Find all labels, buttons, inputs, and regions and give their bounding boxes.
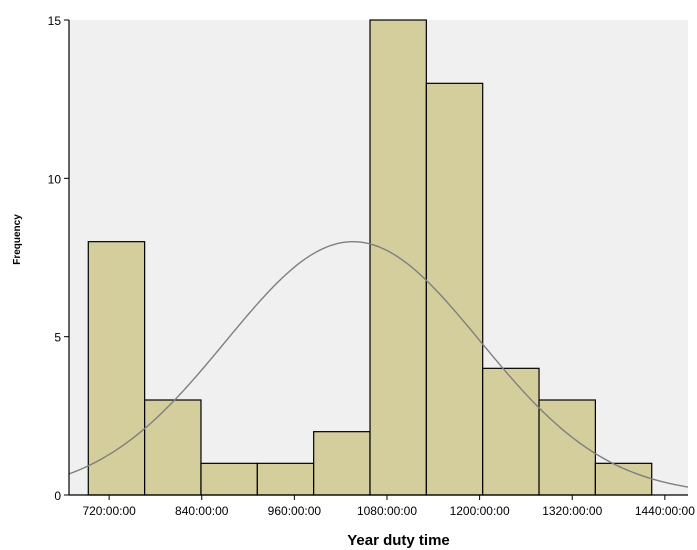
histogram-bar bbox=[313, 431, 371, 496]
histogram-bar bbox=[482, 367, 540, 496]
histogram-bar bbox=[200, 462, 258, 496]
normal-curve bbox=[68, 240, 689, 488]
x-axis-ticks: 720:00:00 840:00:00 960:00:00 1080:00:00 120… bbox=[82, 495, 695, 518]
x-tick-label: 840:00:00 bbox=[175, 504, 229, 518]
x-tick-label: 1320:00:00 bbox=[542, 504, 602, 518]
axes bbox=[68, 20, 688, 496]
x-tick-label: 1080:00:00 bbox=[357, 504, 417, 518]
x-tick-label: 1200:00:00 bbox=[450, 504, 510, 518]
y-tick-label: 5 bbox=[54, 331, 61, 345]
y-axis-ticks: 0 5 10 15 bbox=[48, 14, 69, 503]
histogram-bar bbox=[87, 241, 146, 496]
y-tick-label: 10 bbox=[48, 172, 62, 186]
x-tick-label: 720:00:00 bbox=[82, 504, 136, 518]
x-tick-label: 960:00:00 bbox=[268, 504, 322, 518]
y-tick-label: 0 bbox=[54, 489, 61, 503]
histogram-bar bbox=[144, 399, 202, 496]
y-axis-title: Frequency bbox=[12, 214, 23, 265]
x-axis-title: Year duty time bbox=[347, 532, 450, 549]
x-tick-label: 1440:00:00 bbox=[635, 504, 695, 518]
histogram-bar bbox=[256, 462, 315, 496]
y-tick-label: 15 bbox=[48, 14, 62, 28]
